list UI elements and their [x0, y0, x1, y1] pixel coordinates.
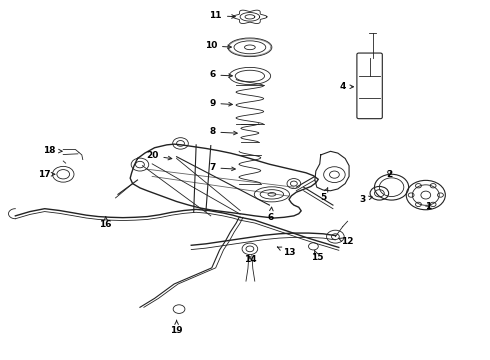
Text: 11: 11 [209, 11, 235, 20]
Text: 19: 19 [171, 320, 183, 335]
Text: 4: 4 [340, 82, 353, 91]
Text: 15: 15 [311, 251, 323, 262]
Text: 2: 2 [386, 170, 392, 179]
Text: 13: 13 [277, 247, 295, 257]
Text: 7: 7 [209, 163, 235, 172]
Text: 14: 14 [244, 255, 256, 264]
Text: 18: 18 [43, 146, 62, 155]
Text: 6: 6 [268, 207, 274, 222]
Text: 5: 5 [320, 188, 328, 202]
Text: 6: 6 [209, 71, 232, 80]
Text: 17: 17 [38, 170, 55, 179]
Text: 3: 3 [359, 195, 372, 204]
Text: 10: 10 [205, 41, 231, 50]
Text: 9: 9 [209, 99, 232, 108]
Text: 1: 1 [425, 202, 431, 211]
Text: 12: 12 [339, 237, 354, 246]
Text: 20: 20 [146, 151, 172, 160]
Text: 16: 16 [99, 217, 112, 229]
Text: 8: 8 [209, 127, 237, 136]
